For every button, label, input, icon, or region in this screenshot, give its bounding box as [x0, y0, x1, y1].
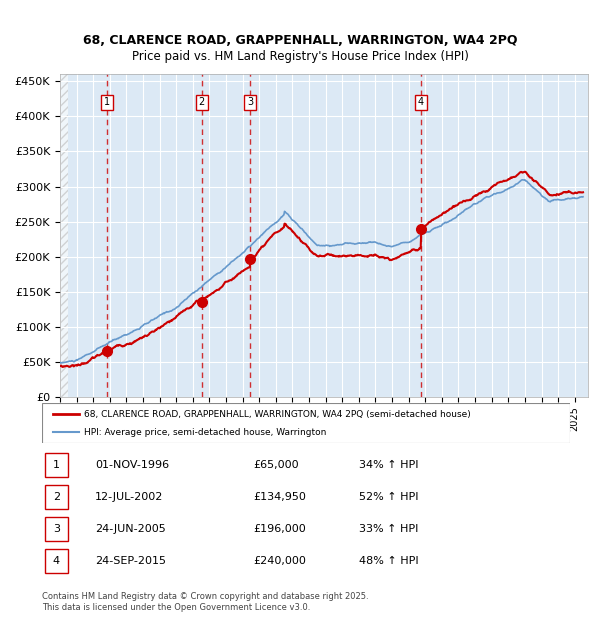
Text: 4: 4 [53, 557, 60, 567]
Text: Contains HM Land Registry data © Crown copyright and database right 2025.
This d: Contains HM Land Registry data © Crown c… [42, 592, 368, 611]
Text: 3: 3 [247, 97, 254, 107]
Text: 1: 1 [104, 97, 110, 107]
Text: 2: 2 [53, 492, 60, 502]
Text: 68, CLARENCE ROAD, GRAPPENHALL, WARRINGTON, WA4 2PQ (semi-detached house): 68, CLARENCE ROAD, GRAPPENHALL, WARRINGT… [84, 410, 471, 418]
FancyBboxPatch shape [44, 485, 68, 510]
Text: 2: 2 [199, 97, 205, 107]
Text: 3: 3 [53, 525, 60, 534]
Text: £196,000: £196,000 [253, 525, 306, 534]
FancyBboxPatch shape [44, 518, 68, 541]
Text: £240,000: £240,000 [253, 557, 306, 567]
Text: 4: 4 [418, 97, 424, 107]
Text: £65,000: £65,000 [253, 461, 299, 471]
Text: 68, CLARENCE ROAD, GRAPPENHALL, WARRINGTON, WA4 2PQ: 68, CLARENCE ROAD, GRAPPENHALL, WARRINGT… [83, 34, 517, 47]
FancyBboxPatch shape [42, 403, 570, 443]
Text: 48% ↑ HPI: 48% ↑ HPI [359, 557, 418, 567]
Text: 24-SEP-2015: 24-SEP-2015 [95, 557, 166, 567]
Text: 34% ↑ HPI: 34% ↑ HPI [359, 461, 418, 471]
Text: 1: 1 [53, 461, 60, 471]
Text: 12-JUL-2002: 12-JUL-2002 [95, 492, 163, 502]
Text: £134,950: £134,950 [253, 492, 306, 502]
FancyBboxPatch shape [44, 453, 68, 477]
FancyBboxPatch shape [44, 549, 68, 574]
Text: 24-JUN-2005: 24-JUN-2005 [95, 525, 166, 534]
Text: 01-NOV-1996: 01-NOV-1996 [95, 461, 169, 471]
Text: Price paid vs. HM Land Registry's House Price Index (HPI): Price paid vs. HM Land Registry's House … [131, 50, 469, 63]
Text: 52% ↑ HPI: 52% ↑ HPI [359, 492, 418, 502]
Text: 33% ↑ HPI: 33% ↑ HPI [359, 525, 418, 534]
Text: HPI: Average price, semi-detached house, Warrington: HPI: Average price, semi-detached house,… [84, 428, 326, 436]
